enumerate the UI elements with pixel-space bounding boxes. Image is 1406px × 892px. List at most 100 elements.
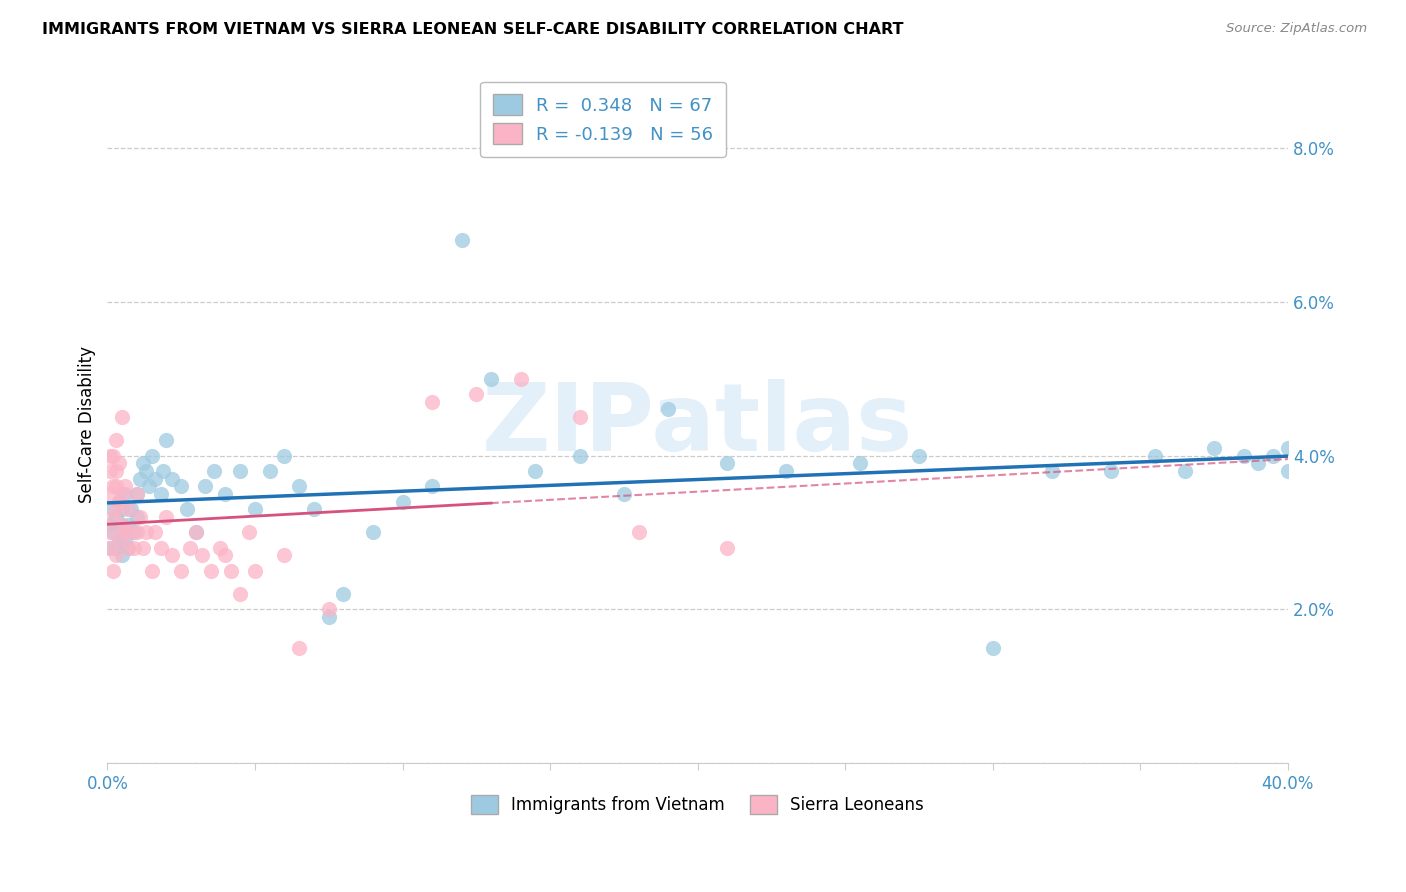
Point	[105, 541, 128, 555]
Point	[162, 472, 184, 486]
Y-axis label: Self-Care Disability: Self-Care Disability	[79, 346, 96, 503]
Point	[259, 464, 281, 478]
Point	[135, 525, 157, 540]
Point	[214, 487, 236, 501]
Point	[716, 456, 738, 470]
Point	[1144, 449, 1167, 463]
Point	[155, 433, 177, 447]
Point	[229, 587, 252, 601]
Point	[128, 510, 150, 524]
Point	[170, 564, 193, 578]
Point	[152, 464, 174, 478]
Point	[657, 402, 679, 417]
Point	[117, 502, 139, 516]
Point	[114, 533, 136, 547]
Point	[465, 387, 488, 401]
Point	[1099, 464, 1122, 478]
Text: ZIPatlas: ZIPatlas	[482, 379, 914, 471]
Point	[125, 525, 148, 540]
Point	[179, 541, 201, 555]
Point	[162, 549, 184, 563]
Point	[176, 502, 198, 516]
Point	[111, 410, 134, 425]
Point	[120, 525, 142, 540]
Point	[1204, 441, 1226, 455]
Point	[149, 487, 172, 501]
Point	[125, 510, 148, 524]
Point	[103, 564, 125, 578]
Point	[108, 533, 131, 547]
Point	[908, 449, 931, 463]
Point	[288, 479, 311, 493]
Point	[105, 479, 128, 493]
Point	[98, 517, 121, 532]
Point	[1247, 456, 1270, 470]
Point	[238, 525, 260, 540]
Point	[1277, 441, 1299, 455]
Point	[111, 502, 134, 516]
Point	[143, 525, 166, 540]
Point	[128, 472, 150, 486]
Point	[318, 602, 340, 616]
Point	[105, 502, 128, 516]
Point	[111, 549, 134, 563]
Point	[103, 479, 125, 493]
Text: Source: ZipAtlas.com: Source: ZipAtlas.com	[1226, 22, 1367, 36]
Point	[273, 549, 295, 563]
Point	[194, 479, 217, 493]
Point	[132, 541, 155, 555]
Point	[450, 233, 472, 247]
Point	[114, 479, 136, 493]
Point	[361, 525, 384, 540]
Point	[105, 464, 128, 478]
Point	[332, 587, 354, 601]
Point	[479, 371, 502, 385]
Point	[111, 487, 134, 501]
Point	[103, 525, 125, 540]
Point	[122, 525, 145, 540]
Point	[120, 502, 142, 516]
Point	[214, 549, 236, 563]
Point	[200, 564, 222, 578]
Point	[135, 464, 157, 478]
Point	[184, 525, 207, 540]
Point	[98, 541, 121, 555]
Point	[155, 510, 177, 524]
Point	[420, 394, 443, 409]
Point	[184, 525, 207, 540]
Point	[117, 517, 139, 532]
Point	[243, 564, 266, 578]
Point	[125, 487, 148, 501]
Point	[141, 564, 163, 578]
Point	[98, 464, 121, 478]
Point	[243, 502, 266, 516]
Point	[105, 433, 128, 447]
Point	[111, 517, 134, 532]
Point	[391, 494, 413, 508]
Point	[273, 449, 295, 463]
Point	[716, 541, 738, 555]
Point	[132, 456, 155, 470]
Point	[568, 410, 591, 425]
Point	[170, 479, 193, 493]
Point	[117, 541, 139, 555]
Point	[114, 525, 136, 540]
Point	[524, 464, 547, 478]
Point	[208, 541, 231, 555]
Point	[627, 525, 650, 540]
Point	[98, 487, 121, 501]
Point	[1233, 449, 1256, 463]
Point	[149, 541, 172, 555]
Point	[98, 541, 121, 555]
Point	[103, 449, 125, 463]
Point	[122, 541, 145, 555]
Point	[108, 494, 131, 508]
Point	[98, 449, 121, 463]
Point	[98, 525, 121, 540]
Point	[103, 510, 125, 524]
Point	[288, 640, 311, 655]
Point	[318, 610, 340, 624]
Point	[981, 640, 1004, 655]
Point	[103, 502, 125, 516]
Point	[1277, 464, 1299, 478]
